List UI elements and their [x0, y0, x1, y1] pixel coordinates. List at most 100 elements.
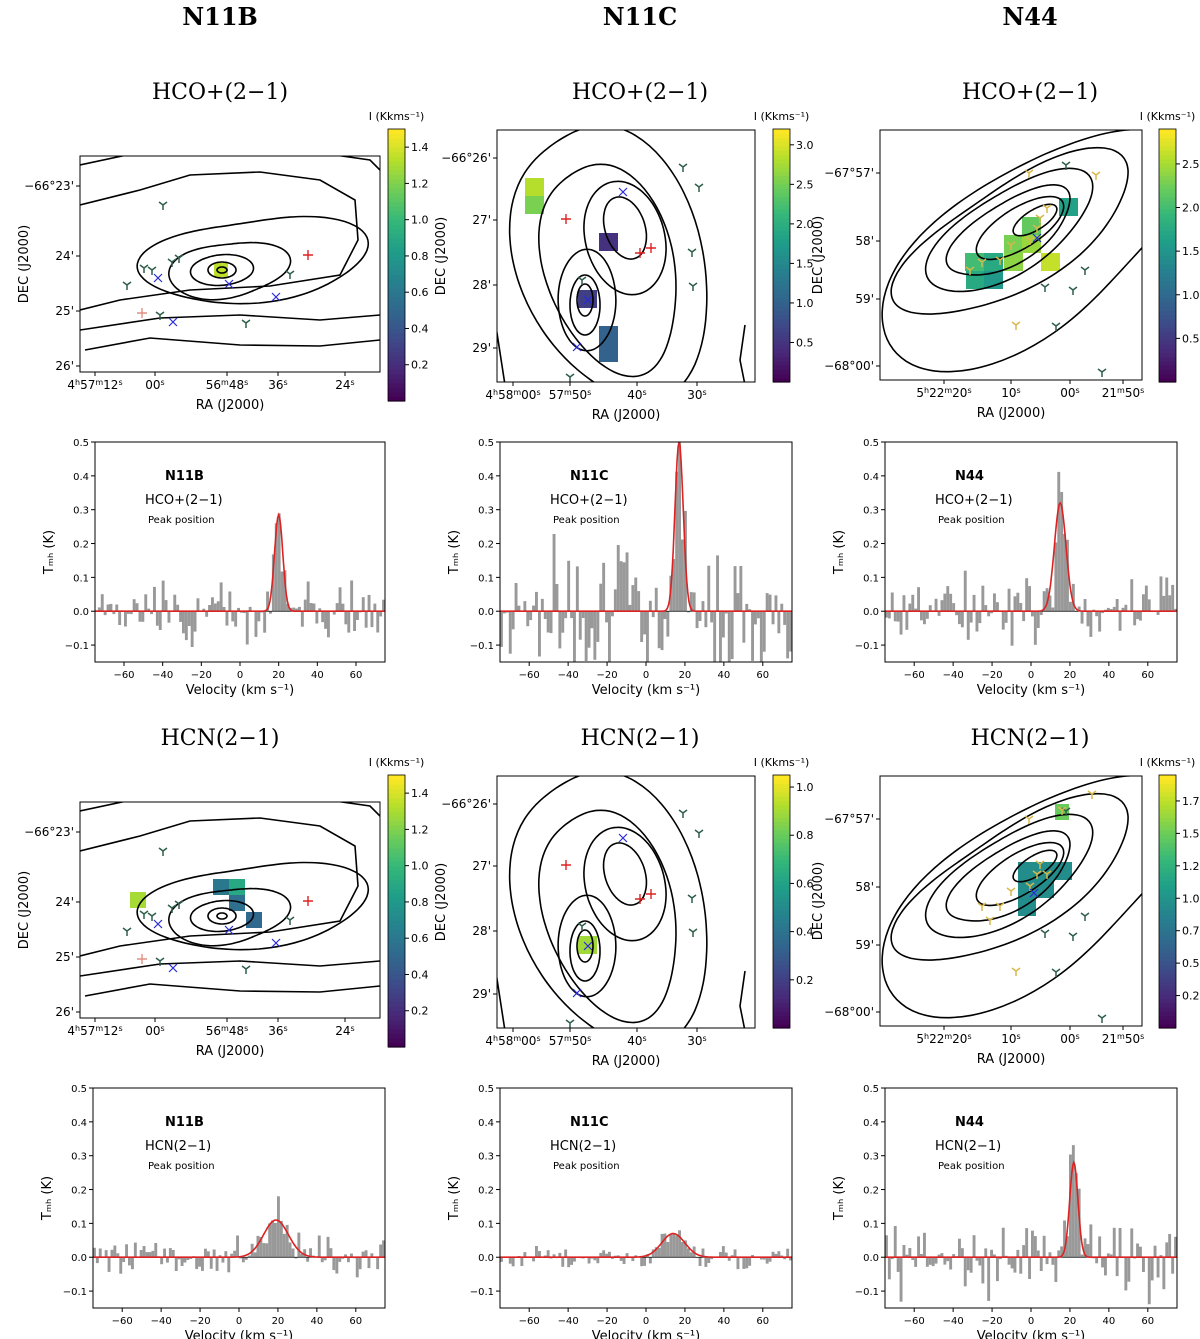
spectrum-n11b-hcop-histogram-bar: [364, 611, 368, 628]
map-n44-hcn-11-tri-marker: [1011, 967, 1021, 976]
spectrum-n44-hcn-y-tick-label: 0.3: [863, 1152, 879, 1163]
map-n11b-hcn-7-tri-marker: [241, 965, 251, 974]
map-n44-hcop-4-tri-marker: [1035, 214, 1045, 223]
map-n11b-hcn-colorbar-segment: [388, 861, 405, 867]
spectrum-n44-hcn-x-tick-label: 60: [1141, 1316, 1154, 1327]
spectrum-n44-hcop-histogram-bar: [896, 611, 900, 622]
map-n11b-hcn-colorbar-segment: [388, 847, 405, 853]
map-n11b-hcn-colorbar-segment: [388, 938, 405, 944]
map-n11c-hcop-colorbar-segment: [773, 377, 790, 383]
spectrum-n11b-hcop-histogram-bar: [132, 599, 136, 612]
spectrum-n44-hcn-histogram-bar: [1086, 1244, 1090, 1258]
map-n11b-hcn-colorbar-segment: [388, 883, 405, 889]
spectrum-n11c-hcop-histogram-bar: [500, 611, 503, 647]
map-n44-hcn-colorbar-segment: [1159, 855, 1176, 860]
map-n11b-hcop-6-tri-marker: [155, 311, 165, 320]
spectrum-n11c-hcn-y-axis-label: Tₘₕ (K): [447, 1176, 462, 1221]
map-n11c-hcop-colorbar-segment: [773, 221, 790, 227]
spectrum-n11b-hcop-histogram-bar: [266, 591, 269, 612]
spectrum-n44-hcop-histogram-bar: [925, 611, 929, 619]
map-n11c-hcop-colorbar-segment: [773, 322, 790, 328]
map-n11b-hcn-colorbar-segment: [388, 988, 405, 994]
map-n11b-hcop-colorbar-frame: [387, 128, 406, 402]
spectrum-n44-hcn-histogram-bar: [946, 1257, 950, 1262]
spectrum-n11b-hcn-histogram-bar: [303, 1249, 307, 1258]
map-n11c-hcn-colorbar-segment: [773, 804, 790, 810]
map-n11c-hcop-colorbar-segment: [773, 301, 790, 307]
map-n44-hcop-colorbar-segment: [1159, 306, 1176, 311]
spectrum-n44-hcn-histogram-bar: [1115, 1257, 1119, 1277]
spectrum-n11b-hcn-histogram-bar: [195, 1257, 199, 1270]
map-n44-hcop-colorbar-tick-label: 1.0: [1182, 289, 1200, 302]
map-n11c-hcop-colorbar-segment: [773, 373, 790, 379]
spectrum-n44-hcop-histogram-bar: [1130, 579, 1134, 612]
map-n44-hcn-colorbar-segment: [1159, 897, 1176, 903]
map-n11c-hcn-colorbar-segment: [773, 943, 790, 949]
spectrum-n11c-hcn-histogram-bar: [727, 1257, 731, 1261]
map-n11b-hcn-contours: [80, 802, 380, 997]
map-n11b-hcn-colorbar-segment: [388, 856, 405, 862]
spectrum-n11b-hcn-histogram-bar: [291, 1248, 295, 1258]
map-n44-hcop-colorbar-segment: [1159, 188, 1176, 193]
spectrum-n11b-hcop-histogram-bar: [164, 600, 168, 612]
spectrum-n11c-hcop-histogram-bar: [686, 611, 690, 613]
map-n44-hcop-ra-tick-label: 10s: [1001, 386, 1020, 401]
spectrum-n11c-hcn-histogram-bar: [759, 1257, 763, 1260]
spectrum-n11c-hcop-peak-label: Peak position: [553, 515, 620, 526]
spectrum-n11b-hcop-histogram-bar: [135, 603, 139, 612]
map-n11b-hcop-ra-tick-label: 56m48s: [206, 378, 249, 393]
spectrum-n11c-hcop-histogram-bar: [538, 611, 541, 657]
map-n44-hcop-colorbar-segment: [1159, 137, 1176, 143]
spectrum-n11b-hcn-histogram-bar: [288, 1242, 292, 1258]
spectrum-n11c-hcop-histogram-bar: [724, 611, 728, 614]
map-n11c-hcop-colorbar-segment: [773, 129, 790, 134]
map-n11c-hcn-colorbar-segment: [773, 855, 790, 860]
spectrum-n44-hcn-y-tick-label: 0.2: [863, 1186, 879, 1197]
map-n11c-hcop-intensity-pixel: [525, 196, 544, 214]
spectrum-n44-hcop-histogram-bar: [1144, 585, 1148, 612]
map-n44-hcn-colorbar-segment: [1159, 931, 1176, 936]
spectrum-n44-hcn-histogram-bar: [1039, 1257, 1043, 1271]
spectrum-n44-hcop-histogram-bar: [887, 611, 891, 619]
spectrum-n44-hcop-y-tick-label: 0.5: [863, 438, 879, 449]
spectrum-n11b-hcop-histogram-bar: [100, 594, 104, 612]
map-n44-hcop-colorbar-segment: [1159, 133, 1176, 139]
spectrum-n11c-hcn-histogram-bar: [552, 1254, 556, 1258]
map-n11b-hcn-colorbar-segment: [388, 1024, 405, 1030]
spectrum-n11b-hcn-histogram-bar: [244, 1257, 248, 1260]
map-n44-hcop-contour-r6: [881, 130, 1142, 373]
spectrum-n44-hcop-histogram-bar: [1077, 606, 1081, 612]
spectrum-n11b-hcop-histogram-bar: [356, 611, 359, 620]
map-n11b-hcop-dec-tick-label: 26': [55, 359, 74, 373]
map-n11b-hcop-colorbar-segment: [388, 355, 405, 361]
spectrum-n11b-hcop-region-label: N11B: [165, 469, 204, 484]
spectrum-n44-hcn-histogram-bar: [1019, 1257, 1023, 1274]
spectrum-n11b-hcop-histogram-bar: [184, 611, 188, 641]
spectrum-n11c-hcn-histogram-bar: [768, 1257, 772, 1262]
map-n11c-hcop-colorbar-segment: [773, 150, 790, 155]
spectrum-n11b-hcop-histogram-bar: [187, 611, 191, 626]
spectrum-n11b-hcn-histogram-bar: [116, 1253, 120, 1258]
map-n11c-hcn-contour-c2: [508, 776, 708, 1028]
spectrum-n11b-hcn-x-tick-label: 0: [236, 1316, 242, 1327]
map-n44-hcn-colorbar-segment: [1159, 812, 1176, 818]
map-n44-hcn-colorbar-segment: [1159, 893, 1176, 898]
spectrum-n44-hcn-histogram-bar: [923, 1232, 926, 1258]
spectrum-n11c-hcop-histogram-bar: [751, 611, 754, 661]
map-n11c-hcop-intensity-pixel: [525, 178, 544, 196]
map-n11c-hcop-dec-tick-label: −66°26': [441, 151, 491, 165]
map-n11c-hcn-colorbar-segment: [773, 1002, 790, 1008]
spectrum-n11b-hcn-histogram-bar: [151, 1250, 155, 1258]
map-n11b-hcn-9-blue-x-marker: [153, 919, 163, 929]
spectrum-n11b-hcn-histogram-bar: [279, 1220, 283, 1258]
map-n11c-hcop-4-tri-marker: [688, 282, 698, 291]
spectrum-n11b-hcop-histogram-bar: [370, 611, 374, 628]
spectrum-n11c-hcn-y-tick-label: 0.5: [478, 1084, 494, 1095]
map-n44-hcop-colorbar-segment: [1159, 263, 1176, 269]
spectrum-n44-hcop-y-tick-label: −0.1: [855, 641, 879, 652]
spectrum-n44-hcn-histogram-bar: [1171, 1257, 1175, 1274]
map-n11b-hcn-colorbar-segment: [388, 1033, 405, 1039]
map-n11c-hcn-contour-left: [497, 973, 506, 1028]
spectrum-n11b-hcop-histogram-bar: [309, 603, 313, 612]
spectrum-n44-hcn-histogram-bar: [1028, 1257, 1031, 1279]
